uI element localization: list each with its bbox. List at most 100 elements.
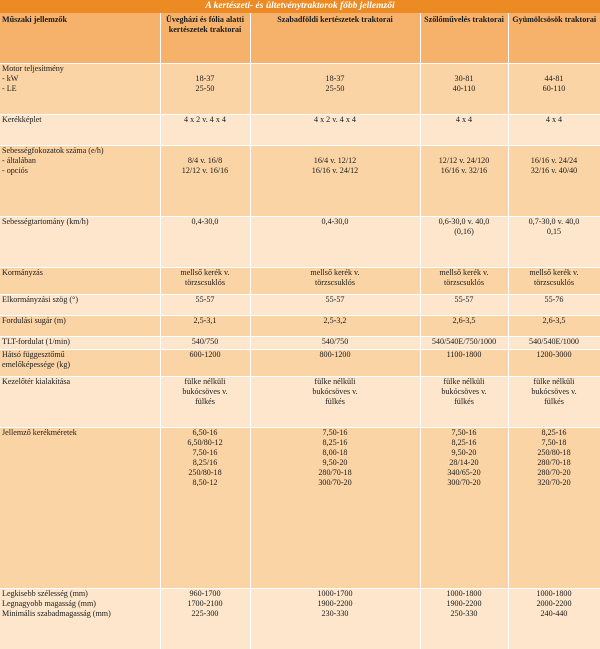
table-cell: mellső kerék v.törzscsuklós xyxy=(250,268,420,295)
row-label-line: Kezelőtér kialakítása xyxy=(2,377,158,387)
cell-line: 225-300 xyxy=(163,609,248,619)
table-row: Sebességfokozatok száma (e/h)- általában… xyxy=(0,146,600,217)
row-label-line: emelőképessége (kg) xyxy=(2,360,158,370)
table-cell: 600-1200 xyxy=(160,350,250,377)
cell-line: 540/540E/750/1000 xyxy=(423,337,506,347)
cell-line: 280/70-18 xyxy=(511,458,598,468)
cell-line: 600-1200 xyxy=(163,350,248,360)
cell-line: 55-76 xyxy=(511,295,598,305)
table-cell: 0,4-30,0 xyxy=(160,217,250,268)
table-cell: 2,5-3,2 xyxy=(250,316,420,337)
cell-line: 16/16 v. 24/12 xyxy=(253,166,418,176)
row-label-line: - általában xyxy=(2,156,158,166)
cell-line: bukócsöves v. xyxy=(423,387,506,397)
row-label-line: Elkormányzási szög (°) xyxy=(2,295,158,305)
table-cell: 2,5-3,1 xyxy=(160,316,250,337)
cell-line: 250-330 xyxy=(423,609,506,619)
cell-line: 1900-2200 xyxy=(253,599,418,609)
table-cell: 4 x 2 v. 4 x 4 xyxy=(160,115,250,146)
cell-line xyxy=(423,64,506,74)
header-cell: Üvegházi és fólia alatti kertészetek tra… xyxy=(160,13,250,64)
cell-line: 6,50-16 xyxy=(163,428,248,438)
cell-line: 12/12 v. 24/120 xyxy=(423,156,506,166)
cell-line: 8/4 v. 16/8 xyxy=(163,156,248,166)
cell-line: 1000-1800 xyxy=(511,589,598,599)
cell-line: 800-1200 xyxy=(253,350,418,360)
cell-line: 7,50-16 xyxy=(423,428,506,438)
cell-line: 280/70-18 xyxy=(253,468,418,478)
header-cell: Szőlőművelés traktorai xyxy=(420,13,508,64)
table-cell: 0,6-30,0 v. 40,0(0,16) xyxy=(420,217,508,268)
cell-line: 2000-2200 xyxy=(511,599,598,609)
cell-line: 8,25-16 xyxy=(253,438,418,448)
table-cell: 55-57 xyxy=(250,295,420,316)
cell-line xyxy=(511,64,598,74)
table-cell: 2,6-3,5 xyxy=(420,316,508,337)
cell-line: 540/750 xyxy=(253,337,418,347)
row-label: Legkisebb szélesség (mm)Legnagyobb magas… xyxy=(0,589,160,649)
cell-line: 960-1700 xyxy=(163,589,248,599)
row-label-line: Sebességfokozatok száma (e/h) xyxy=(2,146,158,156)
row-label-line: - opciós xyxy=(2,166,158,176)
cell-line: 2,5-3,2 xyxy=(253,316,418,326)
table-cell: mellső kerék v.törzscsuklós xyxy=(160,268,250,295)
cell-line: 55-57 xyxy=(423,295,506,305)
cell-line: 540/540E/1000 xyxy=(511,337,598,347)
table-cell: 55-57 xyxy=(420,295,508,316)
row-label: Kezelőtér kialakítása xyxy=(0,377,160,428)
cell-line: 9,50-20 xyxy=(423,448,506,458)
cell-line: fülke nélküli xyxy=(253,377,418,387)
cell-line: 1900-2200 xyxy=(423,599,506,609)
cell-line: 32/16 v. 40/40 xyxy=(511,166,598,176)
table-cell: 1200-3000 xyxy=(508,350,600,377)
cell-line: 16/16 v. 32/16 xyxy=(423,166,506,176)
header-cell: Szabadföldi kertészetek traktorai xyxy=(250,13,420,64)
cell-line: 8,00-18 xyxy=(253,448,418,458)
row-label-line: Sebességtartomány (km/h) xyxy=(2,217,158,227)
cell-line xyxy=(253,64,418,74)
cell-line: (0,16) xyxy=(423,227,506,237)
cell-line: 40-110 xyxy=(423,84,506,94)
row-label-line: Legkisebb szélesség (mm) xyxy=(2,589,158,599)
row-label: Sebességfokozatok száma (e/h)- általában… xyxy=(0,146,160,217)
cell-line: 4 x 4 xyxy=(511,115,598,125)
cell-line: 1200-3000 xyxy=(511,350,598,360)
cell-line: 16/16 v. 24/24 xyxy=(511,156,598,166)
cell-line: 1700-2100 xyxy=(163,599,248,609)
cell-line: 230-330 xyxy=(253,609,418,619)
cell-line: 540/750 xyxy=(163,337,248,347)
cell-line: 250/80-18 xyxy=(511,448,598,458)
row-label: Motor teljesítmény- kW- LE xyxy=(0,64,160,115)
cell-line: törzscsuklós xyxy=(511,278,598,288)
row-label-line: Legnagyobb magasság (mm) xyxy=(2,599,158,609)
cell-line: 1000-1700 xyxy=(253,589,418,599)
cell-line: 2,5-3,1 xyxy=(163,316,248,326)
table-cell: mellső kerék v.törzscsuklós xyxy=(508,268,600,295)
cell-line: 8,50-12 xyxy=(163,478,248,488)
table-cell: 800-1200 xyxy=(250,350,420,377)
cell-line: 340/65-20 xyxy=(423,468,506,478)
header-cell: Műszaki jellemzők xyxy=(0,13,160,64)
row-label-line: TLT-fordulat (1/min) xyxy=(2,337,158,347)
cell-line: 320/70-20 xyxy=(511,478,598,488)
row-label-line: Motor teljesítmény xyxy=(2,64,158,74)
cell-line: 7,50-18 xyxy=(511,438,598,448)
row-label: Jellemző kerékméretek xyxy=(0,428,160,589)
cell-line: bukócsöves v. xyxy=(163,387,248,397)
cell-line xyxy=(423,146,506,156)
cell-line: 44-81 xyxy=(511,74,598,84)
cell-line: 8,25-16 xyxy=(511,428,598,438)
cell-line: 30-81 xyxy=(423,74,506,84)
cell-line: 0,6-30,0 v. 40,0 xyxy=(423,217,506,227)
